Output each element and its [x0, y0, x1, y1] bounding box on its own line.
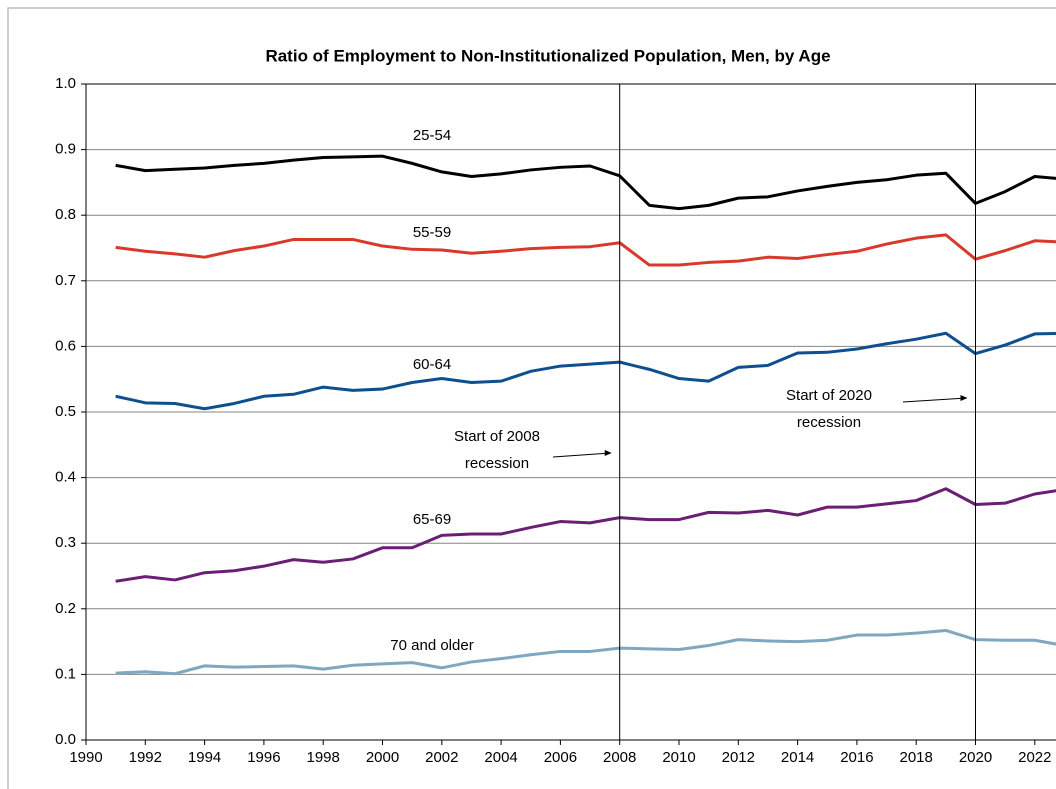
annotation-arrow	[552, 452, 611, 458]
series-label: 65-69	[413, 511, 451, 528]
y-tick-label: 0.0	[55, 731, 76, 748]
x-tick-label: 1990	[69, 749, 102, 766]
x-tick-label: 2010	[662, 749, 695, 766]
series-label: 55-59	[413, 224, 451, 241]
plot-border	[85, 83, 1056, 741]
series-label: 25-54	[413, 127, 451, 144]
y-tick-label: 0.8	[55, 206, 76, 223]
y-tick-label: 0.4	[55, 469, 76, 486]
arrow-head	[604, 450, 612, 456]
x-tick-label: 1996	[247, 749, 280, 766]
series-label: 60-64	[413, 356, 451, 373]
annotation-text: recession	[797, 414, 861, 431]
x-tick-label: 2020	[959, 749, 992, 766]
x-tick-label: 2004	[484, 749, 517, 766]
y-tick-label: 0.2	[55, 600, 76, 617]
series-line	[115, 628, 1056, 676]
series-line	[115, 154, 1056, 211]
y-tick-label: 0.1	[55, 665, 76, 682]
series-line	[115, 233, 1056, 267]
series-label: 70 and older	[390, 637, 473, 654]
x-tick-label: 1998	[307, 749, 340, 766]
x-tick-label: 2012	[722, 749, 755, 766]
y-tick-label: 0.5	[55, 403, 76, 420]
y-tick-label: 1.0	[55, 75, 76, 92]
x-tick-label: 1994	[188, 749, 221, 766]
chart-title: Ratio of Employment to Non-Institutional…	[265, 46, 830, 65]
annotation-text: recession	[465, 455, 529, 472]
x-tick-label: 2018	[900, 749, 933, 766]
x-tick-label: 1992	[129, 749, 162, 766]
chart-frame	[7, 7, 1056, 789]
y-tick-label: 0.7	[55, 272, 76, 289]
x-tick-label: 2000	[366, 749, 399, 766]
x-tick-label: 2008	[603, 749, 636, 766]
series-line	[115, 331, 1056, 411]
annotation-text: Start of 2008	[454, 428, 540, 445]
x-tick-label: 2006	[544, 749, 577, 766]
annotation-text: Start of 2020	[786, 387, 872, 404]
series-line	[115, 487, 1056, 583]
x-tick-label: 2002	[425, 749, 458, 766]
annotation-arrow	[902, 397, 967, 403]
y-tick-label: 0.9	[55, 141, 76, 158]
arrow-head	[960, 395, 968, 401]
x-tick-label: 2016	[840, 749, 873, 766]
x-tick-label: 2022	[1018, 749, 1051, 766]
y-tick-label: 0.3	[55, 534, 76, 551]
y-tick-label: 0.6	[55, 337, 76, 354]
x-tick-label: 2014	[781, 749, 814, 766]
